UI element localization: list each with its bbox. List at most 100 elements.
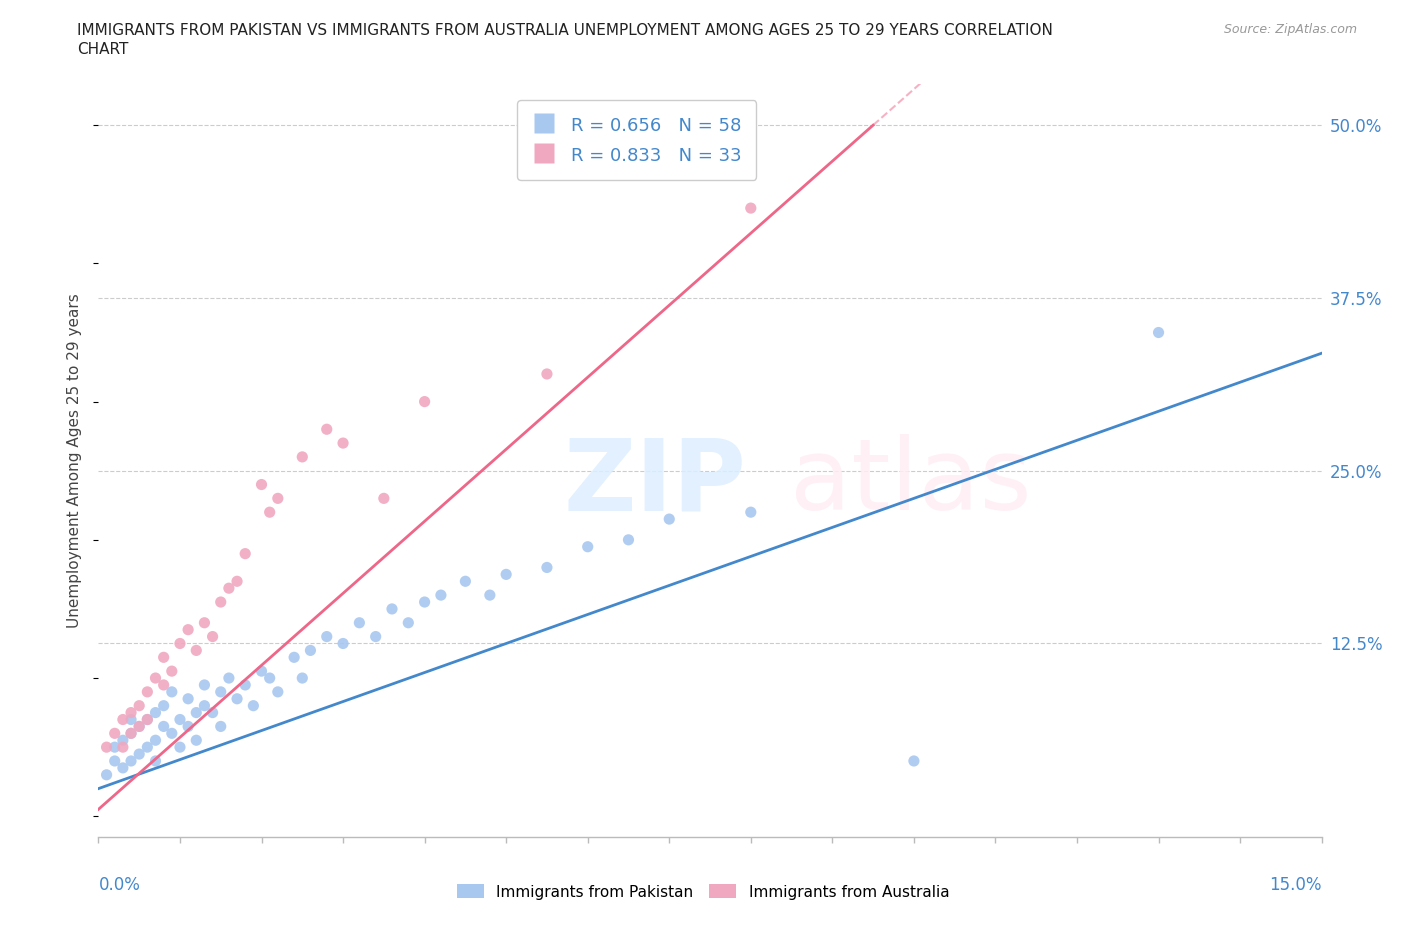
Point xyxy=(226,574,249,589)
Point xyxy=(576,539,599,554)
Point xyxy=(136,739,159,754)
Point xyxy=(177,719,200,734)
Point xyxy=(193,678,215,693)
Point xyxy=(495,567,517,582)
Point xyxy=(145,753,167,768)
Point xyxy=(740,201,762,216)
Point xyxy=(128,719,150,734)
Point xyxy=(104,726,127,741)
Point xyxy=(128,719,150,734)
Point xyxy=(373,491,395,506)
Text: Source: ZipAtlas.com: Source: ZipAtlas.com xyxy=(1223,23,1357,36)
Point xyxy=(478,588,501,603)
Point xyxy=(1147,326,1170,340)
Legend: R = 0.656   N = 58, R = 0.833   N = 33: R = 0.656 N = 58, R = 0.833 N = 33 xyxy=(517,100,756,179)
Point xyxy=(364,629,387,644)
Point xyxy=(201,705,224,720)
Point xyxy=(332,636,354,651)
Point xyxy=(267,491,290,506)
Point xyxy=(104,739,127,754)
Point xyxy=(536,560,558,575)
Point xyxy=(111,712,134,727)
Point xyxy=(233,678,256,693)
Point xyxy=(160,726,183,741)
Point xyxy=(169,739,191,754)
Point xyxy=(186,643,208,658)
Point xyxy=(381,602,404,617)
Point xyxy=(218,671,240,685)
Text: 15.0%: 15.0% xyxy=(1270,876,1322,894)
Point xyxy=(250,477,273,492)
Point xyxy=(169,636,191,651)
Point xyxy=(226,691,249,706)
Point xyxy=(267,684,290,699)
Point xyxy=(413,394,436,409)
Point xyxy=(120,726,142,741)
Point xyxy=(332,435,354,450)
Point xyxy=(136,712,159,727)
Point xyxy=(128,698,150,713)
Point xyxy=(740,505,762,520)
Point xyxy=(349,616,371,631)
Point xyxy=(259,671,281,685)
Point xyxy=(120,753,142,768)
Point xyxy=(658,512,681,526)
Point xyxy=(209,684,232,699)
Point xyxy=(120,705,142,720)
Point xyxy=(233,546,256,561)
Point xyxy=(617,532,640,547)
Point xyxy=(218,580,240,595)
Point xyxy=(536,366,558,381)
Point xyxy=(186,705,208,720)
Point xyxy=(128,747,150,762)
Point xyxy=(145,733,167,748)
Point xyxy=(136,684,159,699)
Text: ZIP: ZIP xyxy=(564,434,747,531)
Point xyxy=(291,671,314,685)
Point xyxy=(96,767,118,782)
Point xyxy=(96,739,118,754)
Point xyxy=(193,616,215,631)
Point xyxy=(291,449,314,464)
Point xyxy=(209,594,232,609)
Point xyxy=(193,698,215,713)
Point xyxy=(152,678,174,693)
Point xyxy=(201,629,224,644)
Text: 0.0%: 0.0% xyxy=(98,876,141,894)
Point xyxy=(111,761,134,776)
Point xyxy=(160,664,183,679)
Point xyxy=(145,705,167,720)
Text: CHART: CHART xyxy=(77,42,129,57)
Point xyxy=(104,753,127,768)
Point xyxy=(250,664,273,679)
Legend: Immigrants from Pakistan, Immigrants from Australia: Immigrants from Pakistan, Immigrants fro… xyxy=(451,878,955,906)
Point xyxy=(177,691,200,706)
Point xyxy=(152,698,174,713)
Text: IMMIGRANTS FROM PAKISTAN VS IMMIGRANTS FROM AUSTRALIA UNEMPLOYMENT AMONG AGES 25: IMMIGRANTS FROM PAKISTAN VS IMMIGRANTS F… xyxy=(77,23,1053,38)
Point xyxy=(413,594,436,609)
Point xyxy=(259,505,281,520)
Point xyxy=(152,719,174,734)
Text: atlas: atlas xyxy=(790,434,1031,531)
Point xyxy=(315,629,337,644)
Point xyxy=(430,588,453,603)
Point xyxy=(152,650,174,665)
Point xyxy=(454,574,477,589)
Point xyxy=(160,684,183,699)
Point xyxy=(177,622,200,637)
Point xyxy=(169,712,191,727)
Point xyxy=(136,712,159,727)
Point xyxy=(242,698,264,713)
Point xyxy=(315,422,337,437)
Point xyxy=(186,733,208,748)
Y-axis label: Unemployment Among Ages 25 to 29 years: Unemployment Among Ages 25 to 29 years xyxy=(67,293,83,628)
Point xyxy=(111,733,134,748)
Point xyxy=(299,643,322,658)
Point xyxy=(283,650,305,665)
Point xyxy=(145,671,167,685)
Point xyxy=(903,753,925,768)
Point xyxy=(120,726,142,741)
Point xyxy=(120,712,142,727)
Point xyxy=(396,616,419,631)
Point xyxy=(111,739,134,754)
